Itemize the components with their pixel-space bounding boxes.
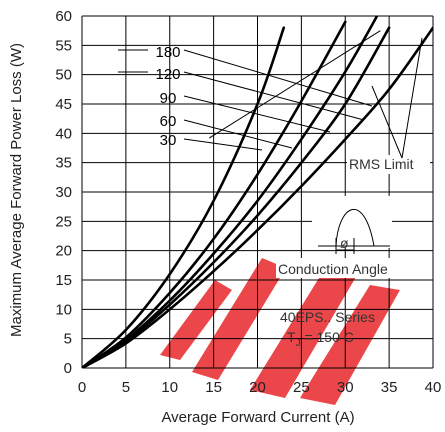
- y-tick-label: 0: [64, 360, 72, 377]
- y-tick-label: 5: [64, 331, 72, 348]
- rms-limit-annotation: RMS Limit: [347, 37, 430, 174]
- series-line-180: [82, 26, 433, 368]
- series-line-60: [82, 20, 347, 368]
- y-tick-label: 45: [55, 96, 72, 113]
- series-name: 40EPS.. Series: [280, 309, 375, 325]
- y-tick-label: 40: [55, 125, 72, 142]
- series-line-90: [82, 16, 379, 368]
- y-tick-label: 35: [55, 155, 72, 172]
- rms-limit-leader-b: [401, 37, 423, 159]
- x-tick-label: 30: [337, 379, 354, 396]
- y-tick-label: 30: [55, 184, 72, 201]
- label-leaders: [118, 49, 373, 151]
- x-tick-label: 10: [161, 379, 178, 396]
- grid: [81, 15, 434, 369]
- series-line-30: [82, 26, 286, 368]
- y-tick-label: 15: [55, 272, 72, 289]
- y-tick-label: 55: [55, 37, 72, 54]
- y-axis-title: Maximum Average Forward Power Loss (W): [8, 43, 25, 337]
- series-note: 40EPS.. Series TJ = 150 C: [280, 309, 375, 349]
- rms-limit-line: [208, 30, 381, 139]
- x-tick-label: 20: [249, 379, 266, 396]
- series-label-30: 30: [160, 132, 177, 149]
- x-tick-labels: 0 5 10 15 20 25 30 35 40: [78, 379, 442, 396]
- series-leader-120: [183, 71, 365, 121]
- series-label-90: 90: [160, 90, 177, 107]
- x-tick-label: 25: [293, 379, 310, 396]
- x-axis-title: Average Forward Current (A): [161, 409, 354, 426]
- conduction-angle-label: Conduction Angle: [278, 261, 388, 277]
- series-label-120: 120: [155, 66, 180, 83]
- series-leader-180: [183, 49, 373, 107]
- y-tick-label: 25: [55, 213, 72, 230]
- y-tick-label: 60: [55, 8, 72, 25]
- series-leader-60: [183, 119, 293, 149]
- rms-limit-leader-a: [371, 85, 403, 159]
- series-leader-90: [183, 95, 331, 133]
- conduction-angle-inset: ø Conduction Angle: [276, 196, 430, 278]
- series-label-60: 60: [160, 113, 177, 130]
- x-tick-label: 0: [78, 379, 86, 396]
- x-tick-label: 15: [205, 379, 222, 396]
- y-tick-label: 10: [55, 301, 72, 318]
- x-tick-label: 5: [122, 379, 130, 396]
- x-tick-label: 40: [425, 379, 442, 396]
- series-label-180: 180: [155, 44, 180, 61]
- series-curves: [82, 16, 433, 368]
- phi-symbol: ø: [340, 235, 349, 251]
- y-tick-label: 20: [55, 243, 72, 260]
- y-tick-labels: 0 5 10 15 20 25 30 35 40 45 50 55 60: [55, 8, 72, 377]
- y-tick-label: 50: [55, 67, 72, 84]
- half-sine-icon: [335, 209, 375, 247]
- series-leader-30: [183, 138, 263, 151]
- series-line-120: [82, 26, 391, 368]
- x-tick-label: 35: [381, 379, 398, 396]
- junction-temperature: TJ = 150 C: [287, 329, 354, 349]
- series-labels: 180 120 90 60 30: [155, 44, 180, 149]
- rms-limit-label: RMS Limit: [349, 156, 414, 172]
